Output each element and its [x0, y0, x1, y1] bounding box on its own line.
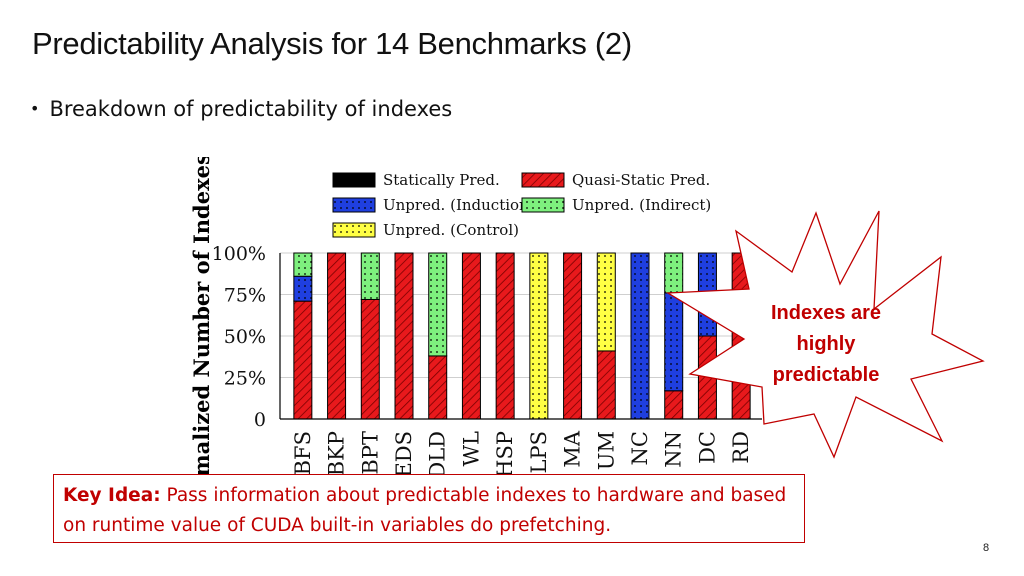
callout-text: Indexes are highly predictable — [748, 298, 904, 391]
key-idea-label: Key Idea: — [63, 485, 161, 506]
legend-label: Unpred. (Control) — [383, 221, 519, 239]
bar-segment — [293, 275, 313, 302]
bar-segment — [360, 252, 380, 300]
x-tick-label: DC — [695, 431, 719, 464]
bullet-dot-icon: • — [30, 99, 40, 118]
key-idea-box: Key Idea: Pass information about predict… — [53, 474, 805, 543]
x-tick-label: CEDS — [392, 431, 416, 475]
y-tick-label: 50% — [224, 326, 266, 348]
bar-segment — [394, 252, 414, 420]
bar-segment — [596, 252, 616, 352]
chart-axes — [279, 253, 762, 420]
x-tick-label: WL — [459, 431, 483, 467]
bar-segment — [327, 252, 347, 420]
legend-label: Unpred. (Indirect) — [572, 196, 711, 214]
bar-segment — [630, 252, 650, 420]
x-tick-label: HSP — [493, 431, 517, 475]
legend-swatch — [332, 197, 376, 213]
bar-segment — [428, 252, 448, 357]
callout-starburst — [665, 210, 985, 459]
y-axis-label: Normalized Number of Indexes — [189, 157, 214, 475]
legend-swatch — [332, 222, 376, 238]
bullet-text: Breakdown of predictability of indexes — [49, 97, 453, 121]
callout-line: highly — [796, 333, 856, 355]
y-tick-label: 0 — [254, 409, 266, 431]
x-tick-label: NC — [628, 431, 652, 465]
chart-legend: Statically Pred. Quasi-Static Pred. Unpred… — [332, 171, 711, 239]
legend-swatch — [332, 172, 376, 188]
bullet-point: • Breakdown of predictability of indexes — [30, 97, 452, 121]
callout-line: Indexes are — [770, 302, 882, 324]
bar-segment — [563, 252, 583, 420]
legend-label: Quasi-Static Pred. — [572, 171, 710, 189]
x-tick-label: BPT — [358, 431, 382, 475]
bar-segment — [461, 252, 481, 420]
legend-label: Unpred. (Induction) — [383, 196, 535, 214]
y-tick-label: 25% — [224, 368, 266, 390]
x-tick-label: MA — [561, 430, 585, 468]
x-tick-label: RD — [729, 431, 753, 464]
x-tick-label: LPS — [527, 431, 551, 473]
y-tick-label: 75% — [224, 285, 266, 307]
bar-segment — [529, 252, 549, 420]
bar-segment — [293, 300, 313, 420]
x-tick-label: BKP — [325, 431, 349, 475]
y-tick-label: 100% — [212, 243, 266, 265]
bar-segment — [495, 252, 515, 420]
x-tick-label: NN — [662, 431, 686, 468]
page-number: 8 — [983, 542, 990, 554]
bar-segment — [428, 355, 448, 420]
bar-segment — [596, 350, 616, 420]
key-idea-text: Pass information about predictable index… — [63, 485, 787, 536]
x-tick-label: BFS — [291, 431, 315, 475]
bar-segment — [293, 252, 313, 277]
x-tick-label: DLD — [426, 431, 450, 475]
callout-line: predictable — [772, 364, 880, 386]
slide-title: Predictability Analysis for 14 Benchmark… — [32, 26, 632, 61]
x-tick-label: UM — [594, 431, 618, 470]
legend-swatch — [521, 172, 565, 188]
legend-swatch — [521, 197, 565, 213]
legend-label: Statically Pred. — [383, 171, 500, 189]
bar-segment — [360, 298, 380, 420]
